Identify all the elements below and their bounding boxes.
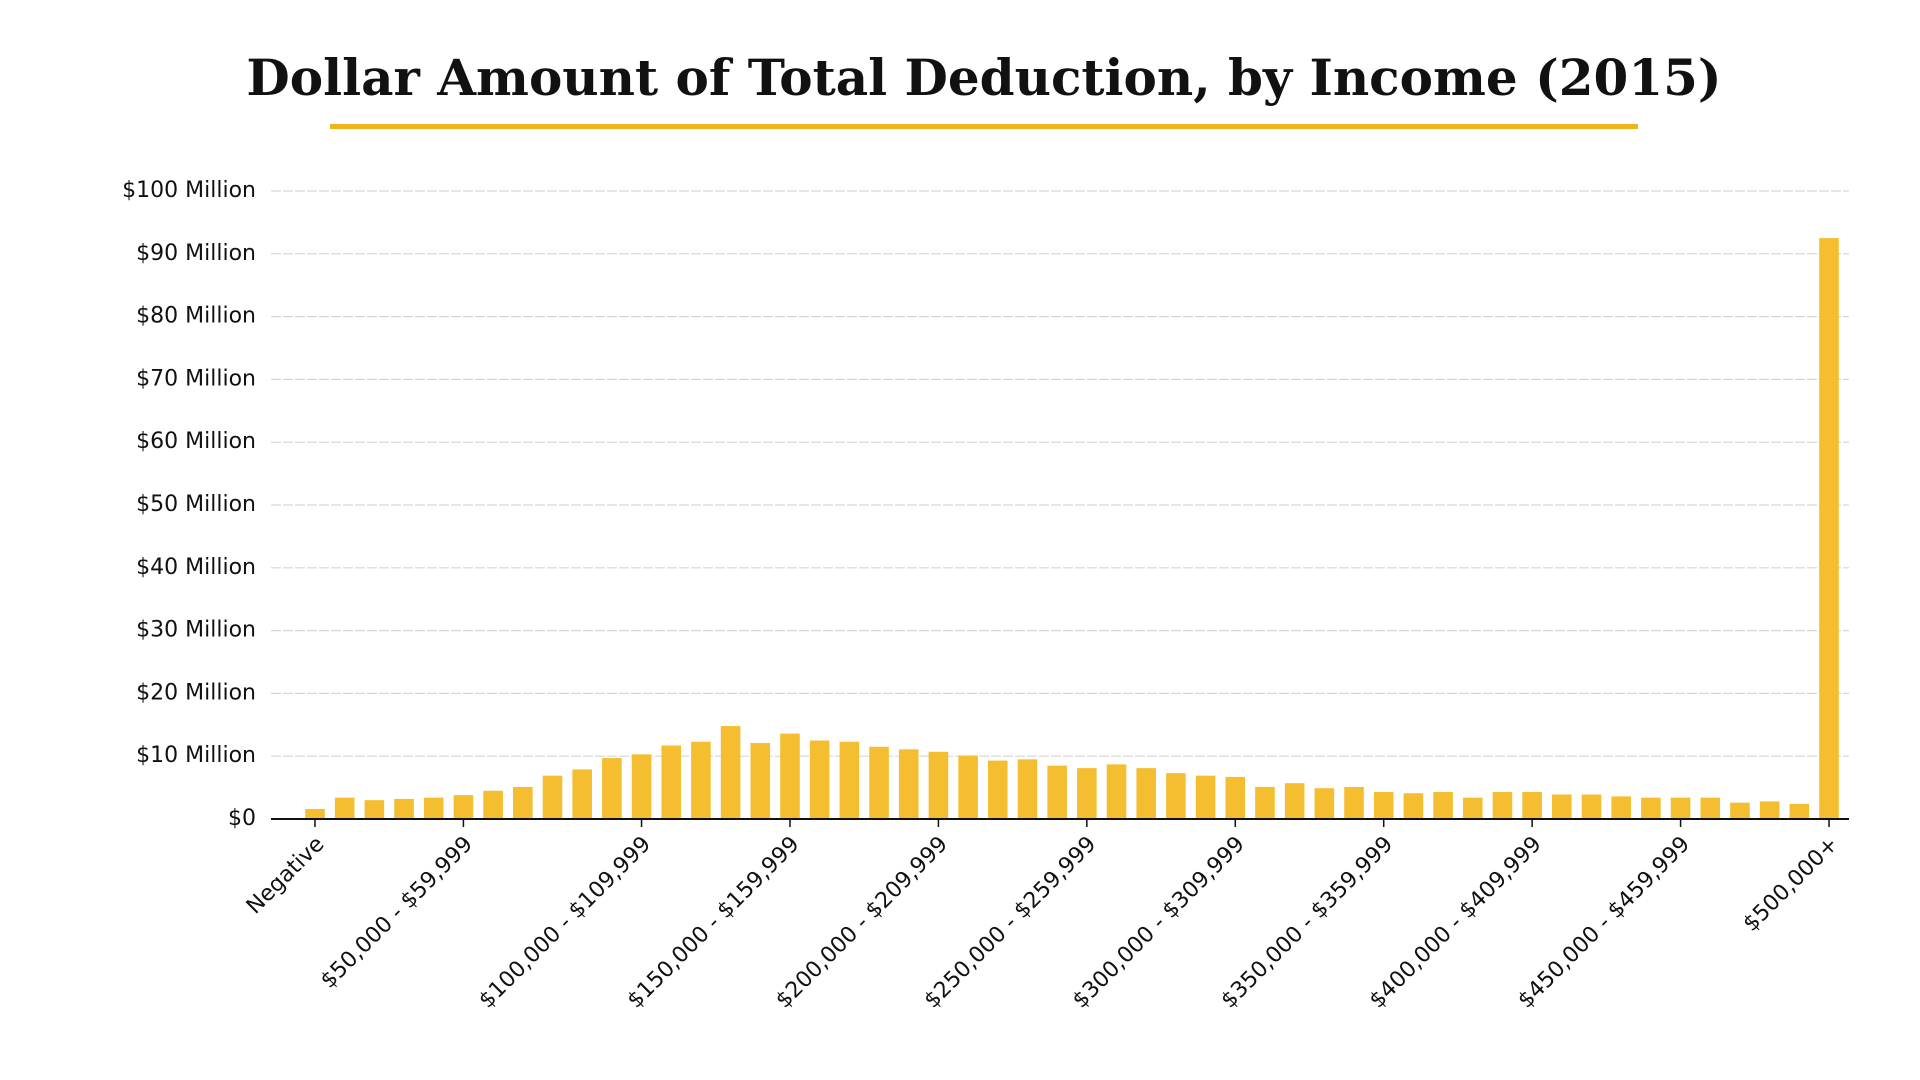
bar: [1581, 794, 1602, 819]
bar: [898, 749, 919, 819]
bar: [691, 741, 711, 819]
bar: [1759, 801, 1780, 819]
x-tick-label: $100,000 - $109,999: [474, 832, 656, 1014]
bar: [1373, 791, 1394, 819]
y-tick-label: $60 Million: [136, 429, 256, 454]
bar: [483, 790, 503, 819]
bar: [1433, 791, 1453, 819]
bar: [1403, 793, 1424, 819]
bar: [364, 800, 385, 819]
title-underline: [330, 124, 1638, 129]
bar: [809, 740, 830, 819]
y-tick-label: $40 Million: [136, 555, 256, 580]
bar: [602, 758, 622, 819]
x-tick-label: $250,000 - $259,999: [920, 832, 1102, 1014]
bar: [1641, 797, 1661, 819]
bar: [1077, 768, 1097, 819]
bar: [987, 760, 1008, 819]
bar: [1700, 797, 1721, 819]
bar: [1730, 802, 1750, 819]
bar: [1047, 765, 1067, 819]
bar: [839, 741, 860, 819]
bar: [1552, 794, 1572, 819]
x-tick-label: $50,000 - $59,999: [316, 832, 478, 994]
bar: [780, 733, 800, 819]
y-tick-label: $30 Million: [136, 618, 256, 643]
bar: [542, 775, 563, 819]
bar: [453, 795, 474, 819]
chart-title: Dollar Amount of Total Deduction, by Inc…: [246, 48, 1721, 107]
x-tick-label: $300,000 - $309,999: [1068, 832, 1250, 1014]
bar: [1166, 773, 1186, 819]
x-tick-label: $200,000 - $209,999: [771, 832, 953, 1014]
bar: [1255, 786, 1275, 819]
y-tick-label: $100 Million: [122, 178, 256, 203]
bar: [513, 786, 533, 819]
bar: [631, 754, 652, 819]
bar: [423, 797, 444, 819]
bar: [1314, 788, 1335, 819]
bar: [720, 726, 741, 819]
y-tick-label: $10 Million: [136, 743, 256, 768]
x-tick-label: $350,000 - $359,999: [1217, 832, 1399, 1014]
bar: [394, 798, 414, 819]
x-tick-label: $150,000 - $159,999: [623, 832, 805, 1014]
bar: [1225, 776, 1246, 819]
bar: [1819, 238, 1839, 820]
bar: [572, 769, 592, 819]
x-tick-label: $500,000+: [1739, 832, 1844, 937]
bar: [661, 745, 682, 819]
x-tick-label: $450,000 - $459,999: [1513, 832, 1695, 1014]
bar: [1789, 803, 1810, 819]
bar: [1017, 759, 1038, 819]
y-tick-label: $90 Million: [136, 241, 256, 266]
bar: [1136, 768, 1157, 819]
bar: [958, 755, 978, 819]
x-tick-label: Negative: [242, 832, 329, 919]
bar: [1492, 791, 1513, 819]
bar: [750, 743, 771, 819]
bar: [1284, 783, 1305, 819]
y-tick-label: $80 Million: [136, 304, 256, 329]
y-tick-label: $70 Million: [136, 366, 256, 391]
bar: [1611, 796, 1631, 819]
bar: [334, 797, 355, 819]
bar: [305, 808, 325, 819]
bar: [1462, 797, 1483, 819]
x-tick-label: $400,000 - $409,999: [1365, 832, 1547, 1014]
bar: [869, 746, 889, 819]
y-tick-label: $20 Million: [136, 680, 256, 705]
bar: [1522, 791, 1542, 819]
bar: [1195, 775, 1216, 819]
bar: [1670, 797, 1691, 819]
bar: [928, 751, 949, 819]
y-tick-label: $0: [228, 806, 256, 831]
y-tick-label: $50 Million: [136, 492, 256, 517]
bar: [1344, 786, 1364, 819]
bar: [1106, 764, 1127, 819]
